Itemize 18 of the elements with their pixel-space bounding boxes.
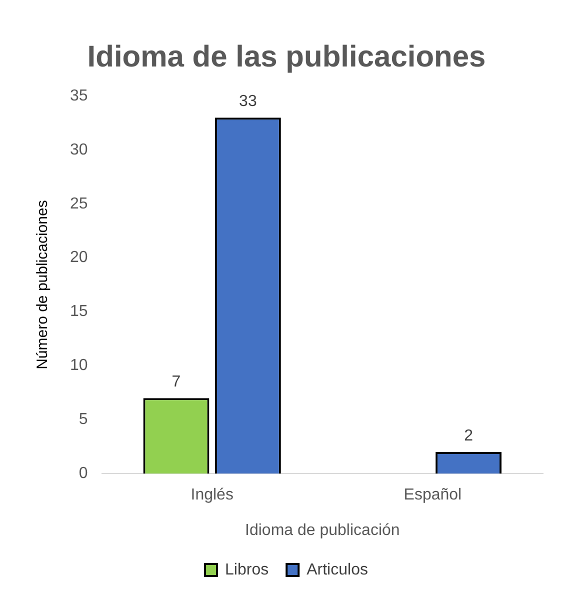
y-tick-label: 30 <box>70 141 88 158</box>
y-tick-label: 10 <box>70 357 88 374</box>
data-label: 33 <box>239 92 257 110</box>
y-tick-label: 15 <box>70 303 88 320</box>
y-axis-title: Número de publicaciones <box>34 200 52 370</box>
data-label: 7 <box>172 373 181 390</box>
legend-label: Articulos <box>306 561 368 578</box>
x-axis-title: Idioma de publicación <box>245 522 400 539</box>
y-tick-label: 25 <box>70 195 88 212</box>
x-tick-label: Inglés <box>190 486 234 504</box>
y-tick-label: 20 <box>70 249 88 266</box>
y-tick-label: 35 <box>70 87 88 104</box>
y-tick-label: 5 <box>78 411 88 428</box>
data-label: 2 <box>464 427 474 444</box>
legend-label: Libros <box>225 561 269 578</box>
y-tick-label: 0 <box>78 465 88 482</box>
x-tick-label: Español <box>404 486 462 504</box>
chart-title: Idioma de las publicaciones <box>87 40 486 74</box>
